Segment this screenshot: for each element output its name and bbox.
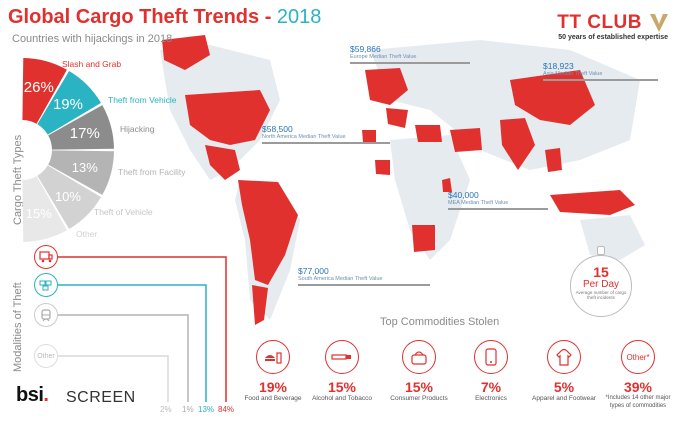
world-map xyxy=(160,35,645,325)
bsi-logo-dot: . xyxy=(43,384,49,406)
stat-north-america-rule xyxy=(262,142,390,144)
theft-type-label: Other xyxy=(76,229,98,239)
modality-rail-pct: 1% xyxy=(182,405,194,414)
per-day-unit: Per Day xyxy=(582,279,620,290)
theft-types-wheel: 26%19% 17% 13% 10%15% xyxy=(22,58,114,242)
commodity-other-pct: 39% xyxy=(623,379,653,395)
stat-mea-label: MEA Median Theft Value xyxy=(448,200,509,206)
commodity-electronics-label: Electronics xyxy=(475,395,507,402)
theft-type-label: Theft of Vehicle xyxy=(94,207,153,217)
stat-mea-rule xyxy=(448,208,548,210)
theft-type-segment xyxy=(48,105,114,150)
page-subtitle: Countries with hijackings in 2018 xyxy=(12,33,173,45)
stat-mea-value: $40,000 xyxy=(448,190,479,200)
commodity-other-label: *Includes 14 other major types of commod… xyxy=(605,395,671,409)
stopwatch-knob-icon xyxy=(597,246,605,255)
stat-north-america-label: North America Median Theft Value xyxy=(262,134,346,140)
commodity-other: Other* 39% *Includes 14 other major type… xyxy=(601,340,675,410)
stat-asia-value: $18,923 xyxy=(543,61,574,71)
stat-mea: $40,000 MEA Median Theft Value xyxy=(448,190,548,210)
theft-type-label: Hijacking xyxy=(120,124,155,134)
theft-type-pct: 26% xyxy=(24,79,54,96)
title-main: Global Cargo Theft Trends xyxy=(8,6,260,28)
per-day-note: Average number of cargo theft incidents xyxy=(575,290,627,301)
stat-europe-label: Europe Median Theft Value xyxy=(350,54,417,60)
phone-icon xyxy=(474,340,508,374)
truck-icon xyxy=(34,245,58,269)
theft-type-pct: 15% xyxy=(26,206,52,221)
stat-europe: $59,866 Europe Median Theft Value xyxy=(350,44,470,64)
modalities-connector-lines xyxy=(58,256,227,402)
theft-type-segment xyxy=(22,176,67,242)
other-modality-icon-text: Other xyxy=(37,352,55,360)
other-commodity-icon: Other* xyxy=(621,340,655,374)
commodity-apparel: 5% Apparel and Footwear xyxy=(527,340,601,403)
stat-europe-value: $59,866 xyxy=(350,44,381,54)
commodity-apparel-label: Apparel and Footwear xyxy=(532,395,596,402)
stat-south-america-label: South America Median Theft Value xyxy=(298,276,383,282)
train-icon xyxy=(34,303,58,327)
logo-name: TT CLUB xyxy=(557,12,642,33)
theft-type-pct: 13% xyxy=(72,160,98,175)
other-modality-icon: Other xyxy=(34,344,58,368)
stat-asia: $18,923 Asia Median Theft Value xyxy=(543,61,658,81)
theft-type-pct: 10% xyxy=(55,189,81,204)
bsi-logo-text: bsi xyxy=(16,384,44,406)
hoodie-icon xyxy=(547,340,581,374)
theft-type-pct: 17% xyxy=(70,125,100,142)
commodity-consumer-pct: 15% xyxy=(404,379,434,395)
cigarette-icon xyxy=(325,340,359,374)
theft-type-segment xyxy=(37,70,102,135)
title-separator: - xyxy=(259,6,277,28)
commodity-food-label: Food and Beverage xyxy=(244,395,302,402)
commodity-food: 19% Food and Beverage xyxy=(236,340,310,403)
page-title: Global Cargo Theft Trends - 2018 xyxy=(8,6,321,29)
stat-north-america: $58,500 North America Median Theft Value xyxy=(262,124,390,144)
commodity-alcohol: 15% Alcohol and Tobacco xyxy=(305,340,379,403)
stat-south-america-value: $77,000 xyxy=(298,266,329,276)
commodity-consumer-label: Consumer Products xyxy=(390,395,448,402)
theft-type-label: Theft from Facility xyxy=(118,167,186,177)
stat-north-america-value: $58,500 xyxy=(262,124,293,134)
stat-south-america-rule xyxy=(298,284,430,286)
logo-mark-icon xyxy=(650,14,668,32)
commodity-apparel-pct: 5% xyxy=(553,379,575,395)
theft-type-pct: 19% xyxy=(53,96,83,113)
theft-type-label: Theft from Vehicle xyxy=(108,95,177,105)
modality-truck-pct: 84% xyxy=(218,405,235,414)
stat-europe-rule xyxy=(350,62,470,64)
theft-type-segment xyxy=(48,150,114,195)
commodity-alcohol-label: Alcohol and Tobacco xyxy=(312,395,372,402)
theft-type-segment xyxy=(22,58,67,124)
theft-type-segment xyxy=(37,165,102,230)
food-icon xyxy=(256,340,290,374)
logo-tagline: 50 years of established expertise xyxy=(558,34,668,41)
theft-type-label: Slash and Grab xyxy=(62,59,122,69)
commodity-food-pct: 19% xyxy=(258,379,288,395)
commodity-consumer: 15% Consumer Products xyxy=(382,340,456,403)
stat-asia-label: Asia Median Theft Value xyxy=(543,71,603,77)
tt-club-logo: TT CLUB 50 years of established expertis… xyxy=(557,12,668,41)
screen-logo: SCREEN xyxy=(66,389,136,406)
commodity-alcohol-pct: 15% xyxy=(327,379,357,395)
commodity-electronics: 7% Electronics xyxy=(454,340,528,403)
container-icon xyxy=(34,273,58,297)
stat-south-america: $77,000 South America Median Theft Value xyxy=(298,266,430,286)
modality-other-pct: 2% xyxy=(160,405,172,414)
modality-sea-pct: 13% xyxy=(198,405,215,414)
commodities-title: Top Commodities Stolen xyxy=(380,316,500,328)
title-year: 2018 xyxy=(276,6,322,28)
per-day-badge: 15 Per Day Average number of cargo theft… xyxy=(570,255,632,317)
bsi-logo: bsi. xyxy=(16,384,49,407)
per-day-number: 15 xyxy=(593,264,609,280)
stat-asia-rule xyxy=(543,79,658,81)
commodity-electronics-pct: 7% xyxy=(480,379,502,395)
handbag-icon xyxy=(402,340,436,374)
